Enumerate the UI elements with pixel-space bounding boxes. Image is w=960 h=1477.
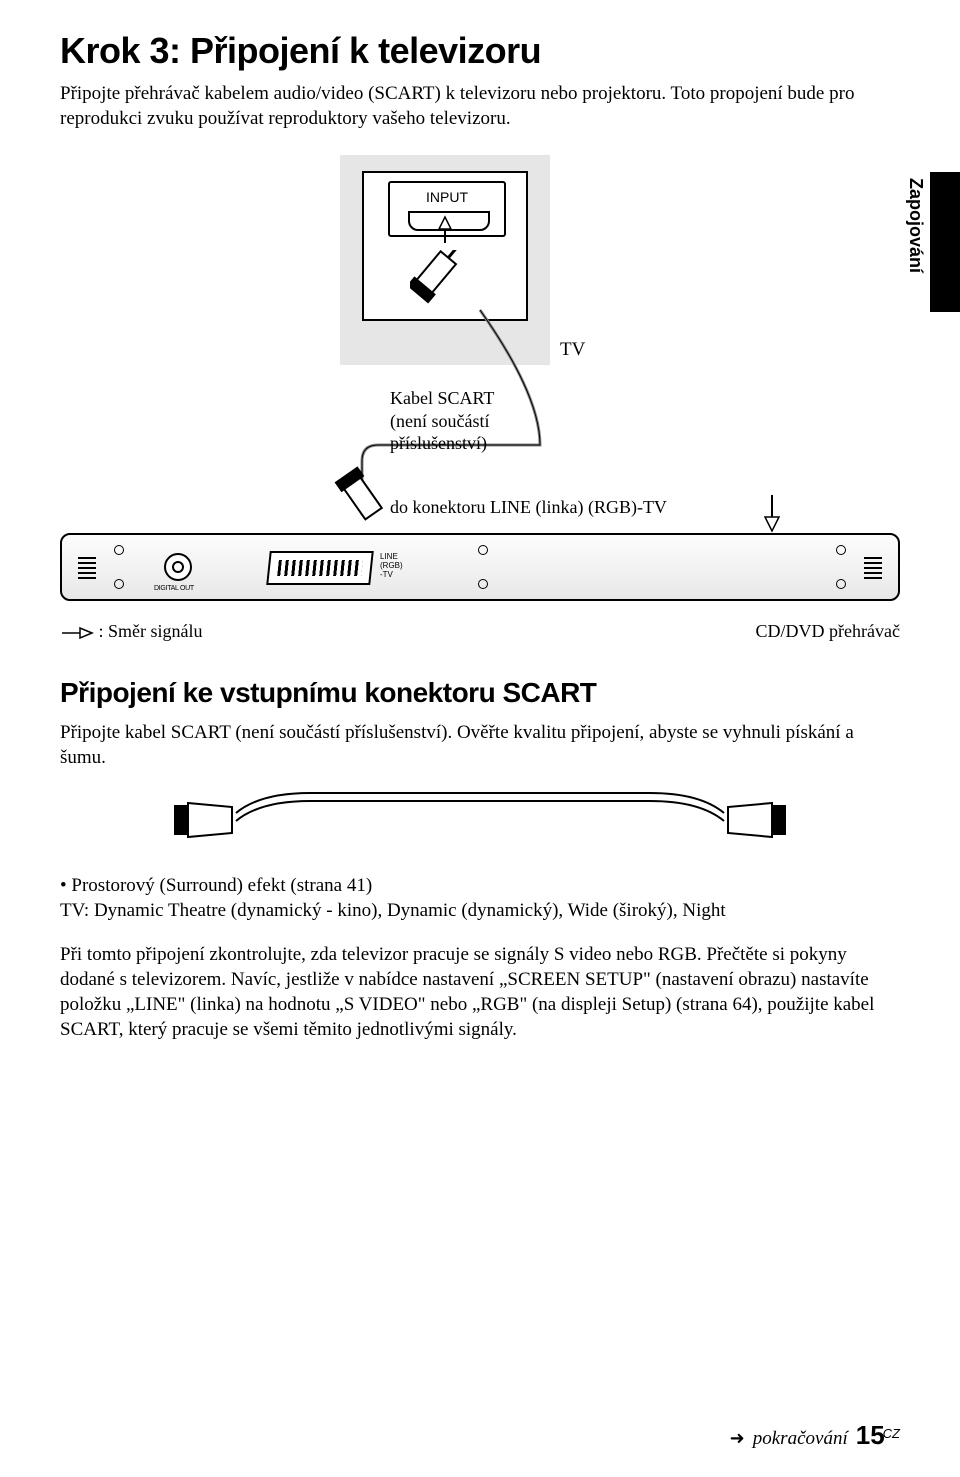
tv-label: TV — [560, 339, 585, 361]
vent-left — [78, 557, 96, 581]
screw — [836, 579, 846, 589]
connection-diagram: INPUT TV Kabel SCART (není součástí — [60, 155, 900, 655]
cable-label-line1: Kabel SCART — [390, 387, 494, 410]
page-footer: ➜ pokračování 15CZ — [730, 1420, 900, 1451]
body-paragraph-1: Připojte kabel SCART (není součástí přís… — [60, 721, 890, 770]
signal-label-text: : Směr signálu — [99, 621, 203, 641]
connector-label: do konektoru LINE (linka) (RGB)-TV — [390, 497, 667, 518]
cable-label: Kabel SCART (není součástí příslušenství… — [390, 387, 494, 455]
bullet-continuation: TV: Dynamic Theatre (dynamický - kino), … — [60, 898, 900, 924]
continue-arrow-icon: ➜ — [730, 1428, 745, 1449]
screw — [114, 545, 124, 555]
signal-direction-legend: : Směr signálu — [60, 621, 203, 642]
side-tab-label: Zapojování — [905, 178, 926, 273]
port-tag-line3: -TV — [380, 571, 403, 580]
scart-port — [266, 551, 374, 585]
page-number: 15 — [856, 1420, 885, 1450]
scart-cable-diagram — [160, 785, 800, 849]
screw — [836, 545, 846, 555]
intro-paragraph: Připojte přehrávač kabelem audio/video (… — [60, 82, 880, 131]
coax-port — [164, 553, 192, 581]
signal-arrow-icon — [60, 626, 94, 640]
screw — [478, 545, 488, 555]
instruction-paragraph: Při tomto připojení zkontrolujte, zda te… — [60, 942, 900, 1042]
bullet-item: • Prostorový (Surround) efekt (strana 41… — [60, 873, 900, 899]
continue-label: pokračování — [753, 1428, 848, 1450]
digital-out-label: DIGITAL OUT — [154, 585, 194, 592]
player-back-panel: DIGITAL OUT LINE (RGB) -TV — [60, 533, 900, 601]
arrow-to-player — [760, 491, 800, 535]
subheading: Připojení ke vstupnímu konektoru SCART — [60, 677, 900, 709]
vent-right — [864, 557, 882, 581]
page-heading: Krok 3: Připojení k televizoru — [60, 30, 900, 72]
tv-input-label: INPUT — [390, 189, 504, 205]
scart-port-label: LINE (RGB) -TV — [380, 553, 403, 579]
cable-label-line3: příslušenství) — [390, 432, 494, 455]
screw — [114, 579, 124, 589]
signal-legend-row: : Směr signálu CD/DVD přehrávač — [60, 621, 900, 642]
side-tab-marker — [930, 172, 960, 312]
page-locale: CZ — [883, 1426, 900, 1441]
cable-label-line2: (není součástí — [390, 410, 494, 433]
screw — [478, 579, 488, 589]
scart-cable-svg — [160, 785, 800, 849]
player-label: CD/DVD přehrávač — [756, 621, 900, 642]
bullet-section: • Prostorový (Surround) efekt (strana 41… — [60, 873, 900, 924]
scart-plug-player — [318, 465, 398, 535]
